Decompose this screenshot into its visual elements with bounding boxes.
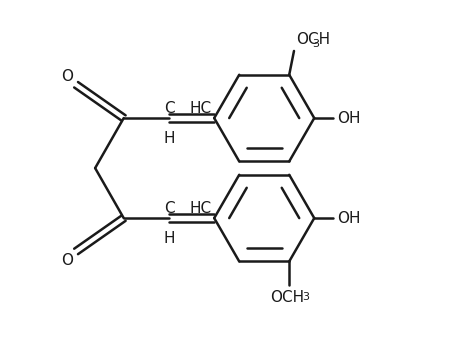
- Text: C: C: [164, 101, 174, 116]
- Text: HC: HC: [190, 201, 212, 216]
- Text: 3: 3: [303, 292, 309, 302]
- Text: OH: OH: [337, 111, 361, 126]
- Text: OCH: OCH: [297, 32, 330, 47]
- Text: C: C: [164, 201, 174, 216]
- Text: HC: HC: [190, 101, 212, 116]
- Text: O: O: [62, 252, 74, 267]
- Text: H: H: [163, 231, 175, 247]
- Text: 3: 3: [312, 39, 319, 49]
- Text: OH: OH: [337, 211, 361, 226]
- Text: OCH: OCH: [270, 290, 304, 305]
- Text: H: H: [163, 131, 175, 147]
- Text: O: O: [62, 69, 74, 84]
